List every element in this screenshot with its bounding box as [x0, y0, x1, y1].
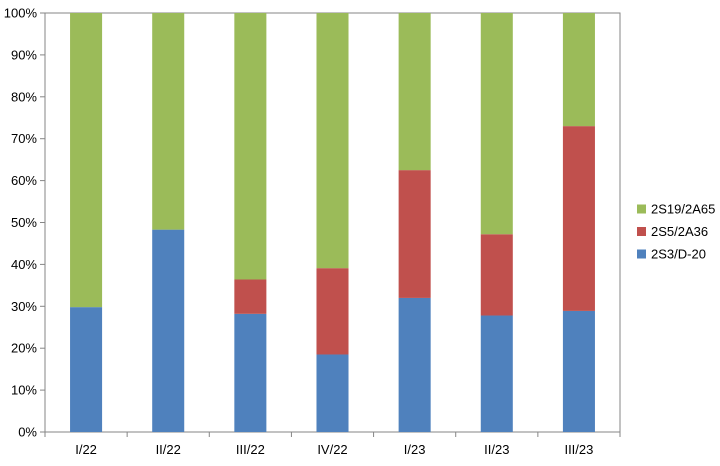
- bar-segment-2s5-2a36: [316, 268, 349, 355]
- bar-segment-2s3-d-20: [70, 307, 103, 432]
- bar-segment-2s19-2a65: [234, 13, 267, 280]
- y-tick-label: 0%: [18, 425, 37, 440]
- y-tick-label: 20%: [11, 341, 37, 356]
- y-tick-label: 90%: [11, 47, 37, 62]
- x-tick-label: III/23: [564, 442, 593, 457]
- legend: 2S19/2A65 2S5/2A36 2S3/D-20: [637, 202, 715, 262]
- bar-segment-2s5-2a36: [562, 126, 595, 311]
- x-tick-label: II/23: [484, 442, 509, 457]
- bar-segment-2s19-2a65: [398, 13, 431, 171]
- bar-segment-2s3-d-20: [316, 354, 349, 432]
- x-tick-label: II/22: [156, 442, 181, 457]
- legend-swatch: [637, 249, 646, 259]
- bar-segment-2s3-d-20: [234, 313, 267, 432]
- x-tick-label: I/22: [75, 442, 97, 457]
- y-tick-label: 50%: [11, 215, 37, 230]
- bar-segment-2s19-2a65: [152, 13, 185, 230]
- bar-segment-2s19-2a65: [480, 13, 513, 235]
- bar-segment-2s19-2a65: [562, 13, 595, 127]
- legend-swatch: [637, 227, 646, 236]
- y-tick-label: 10%: [11, 383, 37, 398]
- x-tick-label: IV/22: [317, 442, 347, 457]
- bar-segment-2s3-d-20: [480, 315, 513, 432]
- bar-segment-2s5-2a36: [234, 279, 267, 314]
- y-tick-label: 30%: [11, 299, 37, 314]
- bar-segment-2s3-d-20: [398, 297, 431, 432]
- plot-area: 0% 10% 20% 30% 40% 50% 60% 70% 80% 90% 100% I/22 II/…: [4, 6, 621, 457]
- x-tick-label: III/22: [236, 442, 265, 457]
- legend-label: 2S19/2A65: [651, 202, 715, 217]
- bar-segment-2s19-2a65: [316, 13, 349, 269]
- y-tick-label: 40%: [11, 257, 37, 272]
- bar-segment-2s3-d-20: [562, 310, 595, 432]
- bar-segment-2s5-2a36: [480, 234, 513, 316]
- y-tick-label: 80%: [11, 89, 37, 104]
- legend-label: 2S3/D-20: [651, 247, 706, 262]
- y-tick-label: 100%: [4, 6, 38, 21]
- bar-segment-2s5-2a36: [398, 170, 431, 298]
- legend-label: 2S5/2A36: [651, 224, 708, 239]
- y-tick-label: 70%: [11, 131, 37, 146]
- x-tick-label: I/23: [404, 442, 426, 457]
- bar-segment-2s3-d-20: [152, 229, 185, 432]
- y-tick-label: 60%: [11, 173, 37, 188]
- legend-swatch: [637, 204, 646, 214]
- bar-segment-2s19-2a65: [70, 13, 103, 308]
